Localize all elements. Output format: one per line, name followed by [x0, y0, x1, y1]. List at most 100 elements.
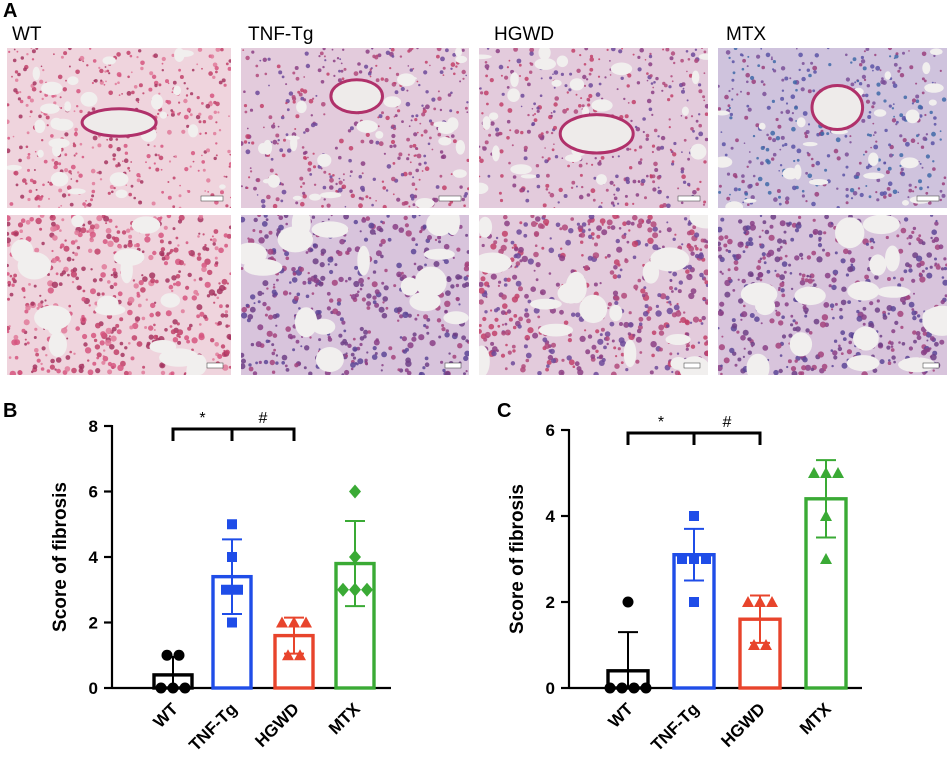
- tissue-cell: [598, 58, 601, 61]
- tissue-cell: [614, 300, 619, 306]
- tissue-cell: [681, 174, 686, 179]
- tissue-cell: [685, 269, 690, 274]
- tissue-cell: [223, 83, 227, 87]
- tissue-cell: [503, 283, 508, 287]
- tissue-cell: [647, 215, 653, 220]
- alveolar-space: [809, 179, 829, 186]
- tissue-cell: [344, 369, 350, 375]
- tissue-cell: [398, 152, 403, 157]
- tissue-cell: [392, 162, 396, 165]
- tissue-cell: [912, 226, 917, 231]
- tissue-cell: [893, 360, 896, 364]
- tissue-cell: [24, 338, 27, 341]
- tissue-cell: [732, 254, 736, 258]
- tissue-cell: [849, 141, 852, 144]
- tissue-cell: [51, 257, 57, 264]
- tissue-cell: [519, 75, 521, 77]
- chart-b-data-point: [288, 616, 300, 628]
- tissue-cell: [785, 102, 789, 105]
- tissue-cell: [151, 74, 157, 79]
- tissue-cell: [598, 82, 602, 86]
- tissue-cell: [36, 358, 41, 363]
- tissue-cell: [391, 55, 395, 58]
- tissue-cell: [256, 178, 261, 183]
- tissue-cell: [102, 355, 109, 362]
- tissue-cell: [127, 309, 133, 316]
- tissue-cell: [626, 220, 631, 226]
- tissue-cell: [576, 222, 580, 226]
- tissue-cell: [346, 251, 350, 255]
- tissue-cell: [652, 187, 657, 192]
- tissue-cell: [329, 185, 334, 190]
- tissue-cell: [166, 100, 172, 105]
- tissue-cell: [48, 197, 50, 200]
- tissue-cell: [133, 85, 138, 89]
- tissue-cell: [186, 87, 189, 90]
- tissue-cell: [872, 134, 875, 136]
- tissue-cell: [698, 253, 704, 260]
- tissue-cell: [423, 129, 428, 134]
- tissue-cell: [461, 335, 466, 341]
- tissue-cell: [435, 185, 440, 189]
- tissue-cell: [285, 368, 290, 372]
- tissue-cell: [646, 174, 649, 178]
- tissue-cell: [599, 354, 604, 359]
- tissue-cell: [250, 170, 253, 173]
- tissue-cell: [703, 160, 707, 164]
- tissue-cell: [264, 72, 268, 76]
- tissue-cell: [578, 228, 583, 233]
- tissue-cell: [526, 318, 531, 324]
- tissue-cell: [527, 299, 532, 304]
- tissue-cell: [588, 72, 592, 76]
- tissue-cell: [180, 309, 185, 314]
- tissue-cell: [114, 82, 118, 86]
- tissue-cell: [90, 198, 93, 202]
- tissue-cell: [191, 337, 198, 344]
- micrograph-image: [718, 215, 947, 375]
- tissue-cell: [13, 170, 19, 176]
- tissue-cell: [262, 301, 267, 307]
- tissue-cell: [859, 192, 864, 198]
- tissue-cell: [185, 241, 189, 245]
- tissue-cell: [796, 158, 800, 162]
- alveolar-space: [479, 54, 492, 60]
- tissue-cell: [580, 97, 583, 100]
- tissue-cell: [302, 89, 308, 94]
- tissue-cell: [7, 221, 11, 227]
- tissue-cell: [214, 342, 219, 347]
- tissue-cell: [619, 322, 623, 326]
- tissue-cell: [137, 303, 142, 308]
- tissue-cell: [927, 173, 932, 178]
- tissue-cell: [275, 197, 280, 202]
- tissue-cell: [392, 193, 395, 196]
- tissue-cell: [401, 271, 404, 275]
- tissue-cell: [285, 326, 291, 332]
- alveolar-space: [596, 174, 607, 185]
- tissue-cell: [129, 54, 133, 58]
- tissue-cell: [101, 292, 105, 296]
- tissue-cell: [441, 324, 445, 327]
- tissue-cell: [467, 187, 469, 191]
- tissue-cell: [11, 75, 13, 78]
- tissue-cell: [292, 71, 296, 75]
- tissue-cell: [511, 144, 514, 147]
- tissue-cell: [817, 351, 824, 358]
- tissue-cell: [698, 113, 701, 116]
- tissue-cell: [917, 104, 923, 110]
- tissue-cell: [813, 318, 820, 325]
- tissue-cell: [681, 82, 686, 87]
- tissue-cell: [163, 225, 168, 230]
- tissue-cell: [624, 114, 629, 119]
- alveolar-space: [455, 48, 462, 57]
- tissue-cell: [288, 292, 292, 295]
- tissue-cell: [383, 285, 389, 291]
- tissue-cell: [537, 315, 541, 319]
- tissue-cell: [7, 231, 10, 236]
- tissue-cell: [214, 246, 219, 251]
- tissue-cell: [939, 339, 945, 345]
- tissue-cell: [281, 189, 287, 195]
- tissue-cell: [694, 58, 699, 63]
- tissue-cell: [160, 144, 164, 148]
- tissue-cell: [499, 102, 504, 107]
- tissue-cell: [443, 243, 450, 250]
